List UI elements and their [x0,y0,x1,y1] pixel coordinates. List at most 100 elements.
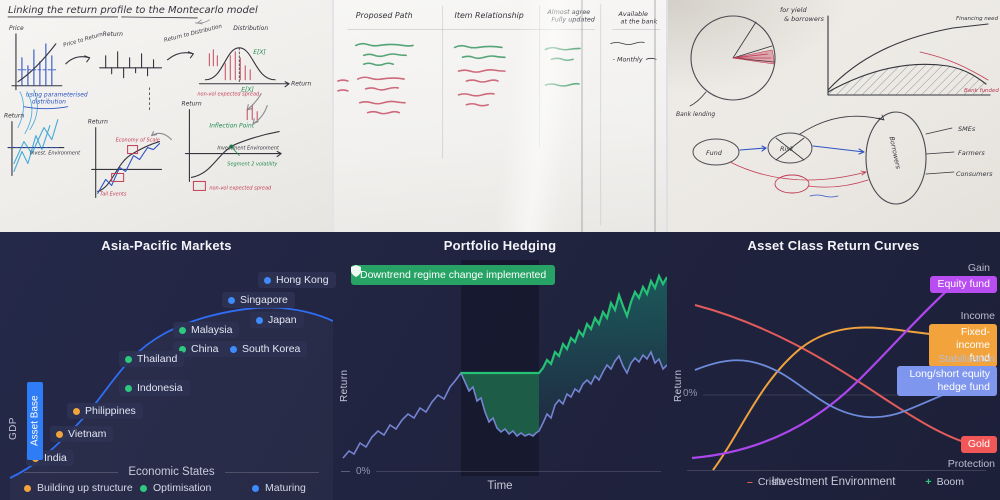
svg-text:E[X]: E[X] [241,87,254,94]
svg-text:Segment 2 volatility: Segment 2 volatility [227,161,277,167]
legend-dot-icon [24,484,31,492]
country-chip: China [173,341,226,357]
pie-wedge [732,49,775,65]
zero-label: 0% [683,388,698,399]
country-chip: South Korea [224,341,308,357]
svg-text:Return: Return [4,113,24,120]
country-chip: Japan [250,312,304,328]
optimisation-dot-icon [179,345,186,353]
maturing-dot-icon [264,276,271,284]
svg-text:SMEs: SMEs [958,125,976,133]
legend-maturing[interactable]: Maturing [252,482,306,494]
sketch-title: Linking the return profile to the Montec… [8,5,258,16]
building-dot-icon [56,430,63,438]
svg-text:Available: Available [618,10,648,18]
hedge-protection-area [461,373,539,436]
optimisation-dot-icon [179,326,186,334]
svg-text:Economy of Scale: Economy of Scale [116,138,160,144]
svg-text:Price to Return: Price to Return [63,32,104,49]
fixed-income-curve [712,326,932,471]
y-axis-label: Return [339,369,350,402]
zero-baseline: 0% [341,466,661,477]
chart-portfolio-hedging: Portfolio Hedging Downtrend regime chang… [333,232,667,500]
zone-stabilisation: Stabilisation [938,353,995,365]
crisis-tag: – Crisis [747,476,785,488]
svg-text:Return: Return [103,31,123,38]
zone-gain: Gain [967,262,990,274]
zero-rule [376,471,661,472]
svg-text:Price: Price [9,25,24,32]
legend-dot-icon [140,484,147,492]
regime-change-badge: Downtrend regime change implemented [351,265,556,285]
svg-text:Tail Events: Tail Events [100,191,127,197]
legend-optimisation[interactable]: Optimisation [140,482,211,494]
planning-table-sketch: Proposed Path Item Relationship Almost a… [337,3,661,226]
optimisation-dot-icon [125,384,132,392]
maturing-dot-icon [256,316,263,324]
x-axis-rule [687,470,986,471]
svg-text:Risk: Risk [780,145,794,153]
boom-tag: + Boom [925,476,964,488]
gold-curve [694,304,968,444]
legend-dot-icon [252,484,259,492]
x-axis-label: Economic States [128,466,215,478]
hedged-gain-area [539,276,667,431]
long-short-fund-badge: Long/short equity hedge fund [897,366,997,396]
whiteboard-frame-seam [654,0,656,232]
x-axis-label: Investment Environment [771,476,896,488]
svg-text:at the bank: at the bank [621,18,658,26]
hedging-chart-canvas [342,260,667,476]
long-short-curve [694,359,998,419]
optimisation-dot-icon [125,355,132,363]
equity-fund-badge: Equity fund [930,276,997,293]
svg-text:non-vol expected spread: non-vol expected spread [209,185,272,191]
building-dot-icon [73,407,80,415]
maturing-dot-icon [228,296,235,304]
country-chip: Malaysia [173,322,240,338]
svg-text:Return: Return [88,119,108,126]
whiteboard-photo-lending-diagram: for yield & borrowers Bank lending Finan… [668,0,1000,232]
legend-building[interactable]: Building up structure [24,482,133,494]
panel-title: Portfolio Hedging [443,238,557,253]
shield-icon [351,265,361,277]
crisis-dash-icon: – [747,476,753,488]
svg-text:Bank funded: Bank funded [964,88,999,94]
country-chip: Thailand [119,351,185,367]
country-chip: Vietnam [50,426,114,442]
fixed-income-fund-badge: Fixed-income fund [929,324,997,367]
svg-text:Return to Distribution: Return to Distribution [164,24,224,44]
assets-chart-canvas [691,286,998,471]
zone-income: Income [960,310,995,322]
return-profile-sketch: Linking the return profile to the Montec… [4,5,312,198]
svg-text:Return: Return [291,81,311,88]
y-axis-label: GDP [8,417,19,440]
country-chip: Philippines [67,403,143,419]
svg-text:Proposed Path: Proposed Path [356,11,413,20]
svg-text:- Monthly: - Monthly [613,55,643,63]
maturing-dot-icon [230,345,237,353]
zero-label: 0% [356,466,371,477]
node-risk-assessor [774,174,810,194]
panel-title: Asset Class Return Curves [747,238,920,253]
svg-text:Fully updated: Fully updated [551,16,595,24]
svg-text:Consumers: Consumers [956,170,993,178]
country-chip: Singapore [222,292,295,308]
zone-protection: Protection [947,458,995,470]
svg-text:Fund: Fund [706,149,723,157]
svg-text:Almost agree: Almost agree [546,8,590,16]
lending-diagram-sketch: for yield & borrowers Bank lending Finan… [676,6,999,205]
whiteboard-photo-return-profile: Linking the return profile to the Montec… [0,0,332,232]
svg-text:Farmers: Farmers [958,149,985,157]
chart-strip: Asia-Pacific Markets Hong Kong Singapore… [0,232,1000,500]
whiteboard-photo-planning-table: Proposed Path Item Relationship Almost a… [332,0,668,232]
country-chip: Indonesia [119,380,190,396]
whiteboard-photo-strip: Linking the return profile to the Montec… [0,0,1000,232]
svg-text:Item Relationship: Item Relationship [455,11,524,20]
hedged-line [461,273,667,375]
svg-text:for yield: for yield [780,6,807,14]
chart-asset-class-return-curves: Asset Class Return Curves Return 0% Gain… [667,232,1000,500]
whiteboard-frame-seam [581,0,583,232]
svg-text:Distribution: Distribution [233,25,268,32]
svg-text:Inflection Point: Inflection Point [209,123,254,130]
unhedged-line [342,350,667,459]
